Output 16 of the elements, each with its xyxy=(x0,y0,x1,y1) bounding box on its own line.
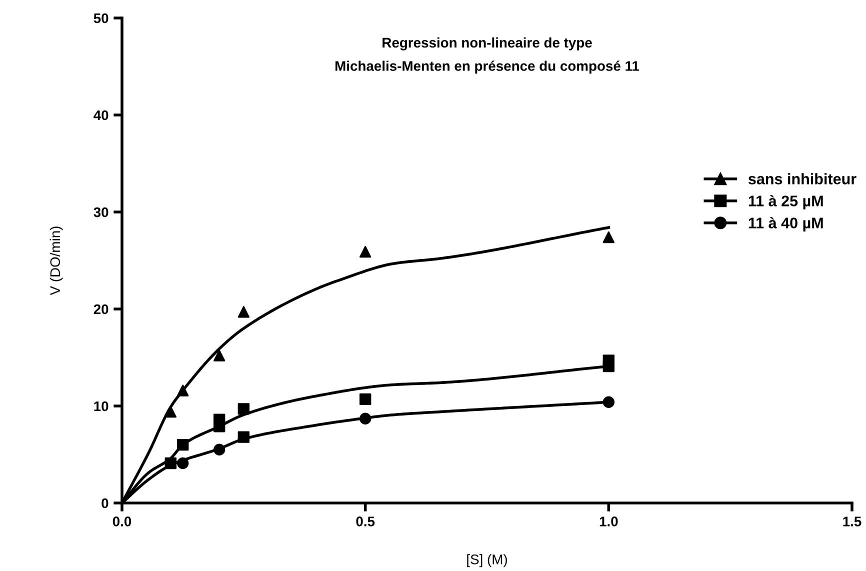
x-tick-label: 0.0 xyxy=(112,516,132,526)
legend-label: 11 à 40 µM xyxy=(748,217,823,232)
legend-label: 11 à 25 µM xyxy=(748,195,823,210)
x-axis-title: [S] (M) xyxy=(467,554,507,568)
y-tick-label: 20 xyxy=(94,304,108,314)
text: Regression non-lineaire de type Michaelis-Menten en présence du composé 11 xyxy=(336,37,640,74)
x-tick-label: 0.5 xyxy=(356,516,375,526)
x-tick-label: 1.5 xyxy=(843,516,862,526)
y-tick-label: 30 xyxy=(94,207,108,218)
y-axis-title: V (DO/min) xyxy=(50,226,63,296)
y-tick-label: 50 xyxy=(94,13,108,24)
y-tick-label: 0 xyxy=(102,498,108,508)
legend-label: sans inhibiteur xyxy=(748,173,856,184)
y-tick-label: 10 xyxy=(94,401,108,412)
y-tick-label: 40 xyxy=(94,110,108,120)
x-tick-label: 1.0 xyxy=(600,516,618,526)
